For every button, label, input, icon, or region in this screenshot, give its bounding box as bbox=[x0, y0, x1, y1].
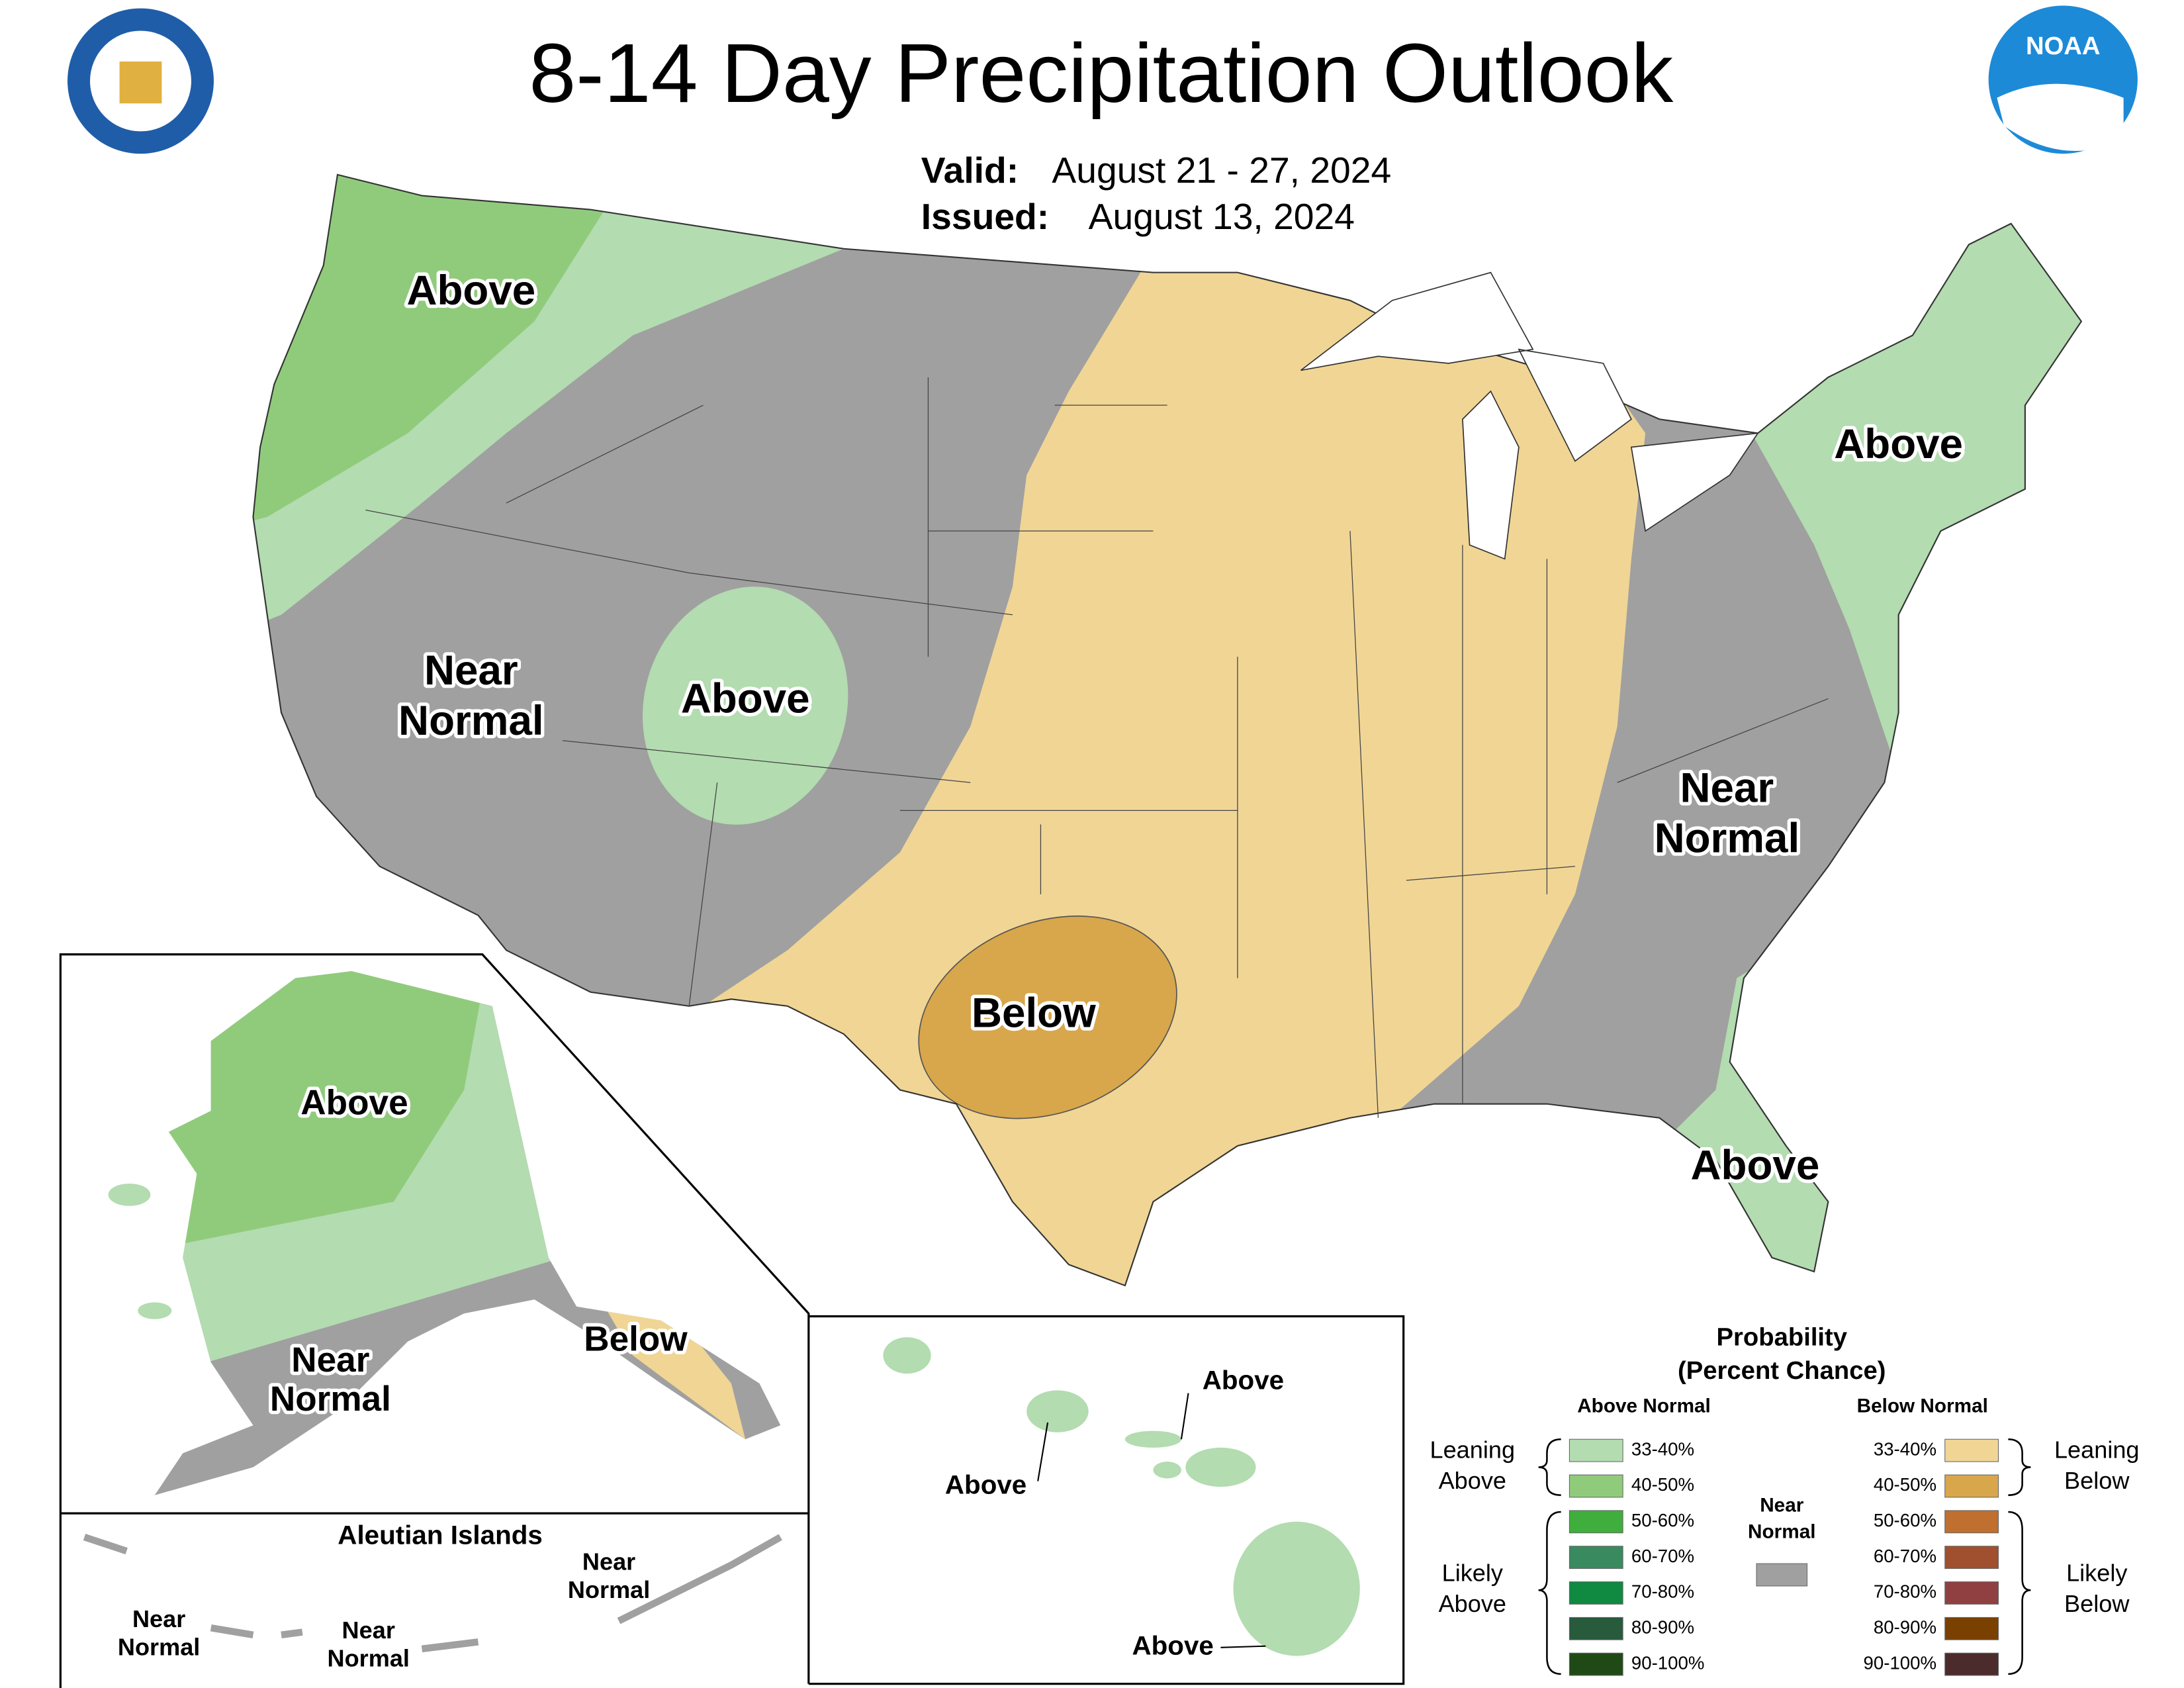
legend-swatch bbox=[1569, 1474, 1623, 1498]
legend-range: 90-100% bbox=[1631, 1652, 1705, 1673]
legend-group: Likely bbox=[2066, 1560, 2127, 1587]
legend-range: 50-60% bbox=[1631, 1510, 1694, 1530]
doc-shield bbox=[119, 61, 162, 104]
legend-group: Above bbox=[1439, 1590, 1506, 1617]
region-label: Near bbox=[291, 1340, 369, 1380]
aleutian-islands bbox=[83, 1534, 782, 1653]
legend-swatch bbox=[1569, 1546, 1623, 1570]
legend-group: Above bbox=[1439, 1467, 1506, 1494]
island bbox=[1185, 1447, 1256, 1487]
legend-swatch bbox=[1569, 1617, 1623, 1640]
inset-frame bbox=[59, 953, 810, 1688]
legend-range: 33-40% bbox=[1631, 1438, 1694, 1459]
legend-swatch bbox=[1756, 1563, 1808, 1587]
region-label: Near bbox=[582, 1548, 635, 1575]
region-label: Near bbox=[1680, 765, 1774, 812]
region-label: Normal bbox=[118, 1633, 200, 1660]
legend-header: Below Normal bbox=[1857, 1395, 1988, 1417]
title: 8-14 Day Precipitation Outlook bbox=[529, 26, 1673, 120]
region-label: Near bbox=[424, 647, 518, 694]
region-label: Above bbox=[1132, 1630, 1213, 1660]
region-label: Above bbox=[945, 1470, 1026, 1500]
legend-swatch bbox=[1944, 1438, 1999, 1462]
region-label: Above bbox=[406, 267, 535, 314]
legend-group: Leaning bbox=[2054, 1436, 2140, 1464]
island bbox=[1233, 1521, 1360, 1656]
region-label: Normal bbox=[328, 1644, 410, 1671]
region-label: Above bbox=[300, 1084, 408, 1123]
region-label: Above bbox=[1691, 1142, 1820, 1189]
legend-range: 33-40% bbox=[1874, 1438, 1936, 1459]
legend-swatch bbox=[1944, 1652, 1999, 1676]
legend-group: Likely bbox=[1442, 1560, 1503, 1587]
legend-range: 40-50% bbox=[1631, 1474, 1694, 1495]
hawaii-inset bbox=[808, 1315, 1405, 1685]
region-label: Above bbox=[1834, 420, 1963, 467]
noaa-bird bbox=[1997, 83, 2124, 151]
below-area bbox=[918, 915, 1177, 1119]
region-label: Normal bbox=[568, 1576, 650, 1603]
region-label: Normal bbox=[398, 697, 544, 744]
leaning-above-area bbox=[643, 586, 848, 825]
legend-range: 40-50% bbox=[1874, 1474, 1936, 1495]
island bbox=[138, 1302, 172, 1319]
island bbox=[1026, 1390, 1089, 1432]
legend-range: 90-100% bbox=[1863, 1652, 1936, 1673]
issued-label: Issued: bbox=[921, 196, 1049, 237]
region-label: Near bbox=[132, 1605, 185, 1632]
legend-title: (Percent Chance) bbox=[1678, 1356, 1886, 1385]
island bbox=[1153, 1462, 1181, 1479]
region-label: Above bbox=[681, 675, 810, 722]
region-label: Below bbox=[972, 990, 1096, 1037]
valid-dates: August 21 - 27, 2024 bbox=[1052, 150, 1391, 191]
great-lakes bbox=[1300, 271, 1759, 560]
region-label: Normal bbox=[1655, 815, 1800, 862]
inset-title: Aleutian Islands bbox=[338, 1521, 543, 1550]
legend-header: Normal bbox=[1748, 1521, 1815, 1543]
region-label: Below bbox=[584, 1320, 688, 1359]
island bbox=[108, 1183, 151, 1206]
island bbox=[883, 1337, 931, 1374]
legend: Probability (Percent Chance) Above Norma… bbox=[1538, 1323, 2031, 1675]
noaa-text: NOAA bbox=[2026, 32, 2101, 60]
legend-brackets bbox=[1538, 1438, 2031, 1675]
legend-swatch bbox=[1944, 1581, 1999, 1605]
issued-date: August 13, 2024 bbox=[1089, 196, 1355, 237]
legend-swatch bbox=[1569, 1438, 1623, 1462]
legend-header: Above Normal bbox=[1577, 1395, 1711, 1417]
legend-range: 60-70% bbox=[1631, 1546, 1694, 1566]
alaska-inset bbox=[59, 953, 810, 1688]
island bbox=[1124, 1430, 1181, 1448]
legend-swatch bbox=[1944, 1510, 1999, 1534]
leaning-below-area bbox=[604, 1306, 746, 1440]
legend-swatch bbox=[1569, 1510, 1623, 1534]
legend-swatch bbox=[1944, 1546, 1999, 1570]
logos: NOAA bbox=[67, 5, 2138, 154]
legend-range: 60-70% bbox=[1874, 1546, 1936, 1566]
legend-header: Near bbox=[1760, 1494, 1804, 1516]
legend-range: 80-90% bbox=[1631, 1617, 1694, 1638]
legend-group: Leaning bbox=[1430, 1436, 1516, 1464]
legend-group: Below bbox=[2064, 1590, 2130, 1617]
legend-range: 50-60% bbox=[1874, 1510, 1936, 1530]
legend-swatch bbox=[1944, 1474, 1999, 1498]
legend-range: 80-90% bbox=[1874, 1617, 1936, 1638]
region-label: Near bbox=[342, 1617, 395, 1644]
region-label: Normal bbox=[270, 1380, 391, 1419]
legend-swatch bbox=[1944, 1617, 1999, 1640]
legend-swatch bbox=[1569, 1581, 1623, 1605]
us-outline bbox=[252, 173, 2083, 1287]
legend-range: 70-80% bbox=[1631, 1581, 1694, 1602]
legend-title: Probability bbox=[1716, 1323, 1847, 1351]
legend-group: Below bbox=[2064, 1467, 2130, 1494]
valid-label: Valid: bbox=[921, 150, 1019, 191]
state-borders bbox=[365, 377, 1829, 1118]
inset-frame bbox=[808, 1315, 1405, 1685]
legend-swatch bbox=[1569, 1652, 1623, 1676]
leader-lines bbox=[1037, 1393, 1266, 1648]
region-label: Above bbox=[1203, 1365, 1284, 1395]
legend-range: 70-80% bbox=[1874, 1581, 1936, 1602]
